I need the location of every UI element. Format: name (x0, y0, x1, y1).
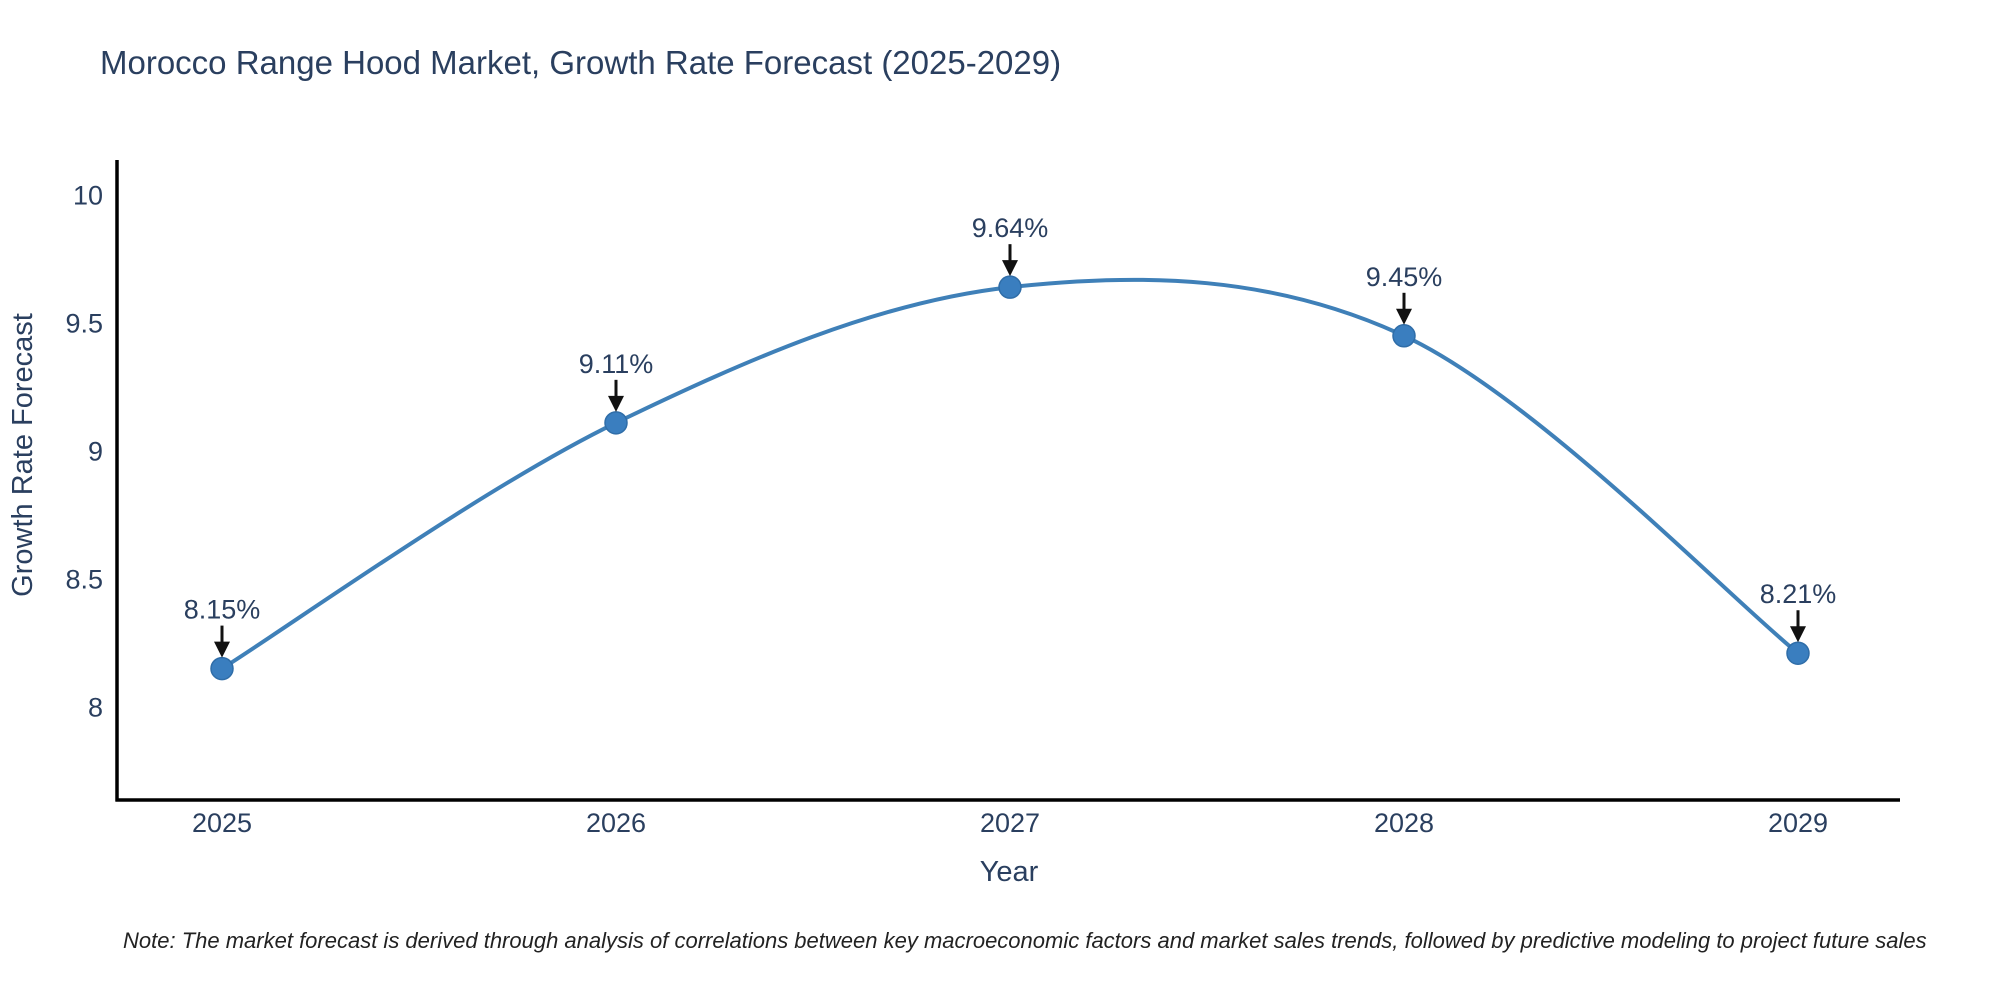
point-annotations: 8.15% 9.11% 9.64% 9.45% 8.21% (184, 213, 1837, 658)
y-axis-title: Growth Rate Forecast (7, 313, 39, 597)
chart-title: Morocco Range Hood Market, Growth Rate F… (100, 44, 1061, 81)
y-axis: 8 8.5 9 9.5 10 Growth Rate Forecast (7, 160, 119, 802)
point-value-label: 9.11% (579, 349, 654, 379)
data-point-marker (1392, 324, 1416, 348)
x-tick-labels: 2025 2026 2027 2028 2029 (192, 808, 1828, 838)
x-tick-label: 2028 (1374, 808, 1434, 838)
x-axis: 2025 2026 2027 2028 2029 Year (115, 798, 1900, 888)
x-axis-title: Year (980, 856, 1039, 888)
data-point-marker (604, 411, 628, 435)
annotation-arrowhead-icon (1002, 260, 1018, 277)
annotation-arrowhead-icon (1790, 626, 1806, 643)
point-value-label: 9.64% (972, 213, 1049, 243)
data-point-markers (210, 275, 1810, 681)
data-point-marker (998, 275, 1022, 299)
y-tick-label: 9 (88, 437, 103, 467)
data-point-marker (1786, 641, 1810, 665)
y-tick-label: 10 (73, 181, 103, 211)
data-point-marker (210, 656, 234, 681)
y-tick-label: 8 (88, 693, 103, 723)
y-tick-label: 9.5 (65, 309, 103, 339)
forecast-spline-line (220, 277, 1800, 671)
annotation-arrowhead-icon (608, 395, 624, 412)
point-value-label: 8.21% (1760, 579, 1837, 609)
point-value-label: 9.45% (1366, 262, 1443, 292)
point-value-label: 8.15% (184, 595, 261, 625)
x-tick-label: 2025 (192, 808, 252, 838)
x-tick-label: 2029 (1768, 808, 1828, 838)
annotation-arrowhead-icon (1396, 308, 1412, 325)
x-tick-label: 2026 (586, 808, 646, 838)
y-tick-labels: 8 8.5 9 9.5 10 (65, 181, 103, 723)
annotation-arrowhead-icon (214, 641, 230, 658)
x-tick-label: 2027 (980, 808, 1040, 838)
y-tick-label: 8.5 (65, 565, 103, 595)
footnote: Note: The market forecast is derived thr… (123, 928, 1927, 953)
